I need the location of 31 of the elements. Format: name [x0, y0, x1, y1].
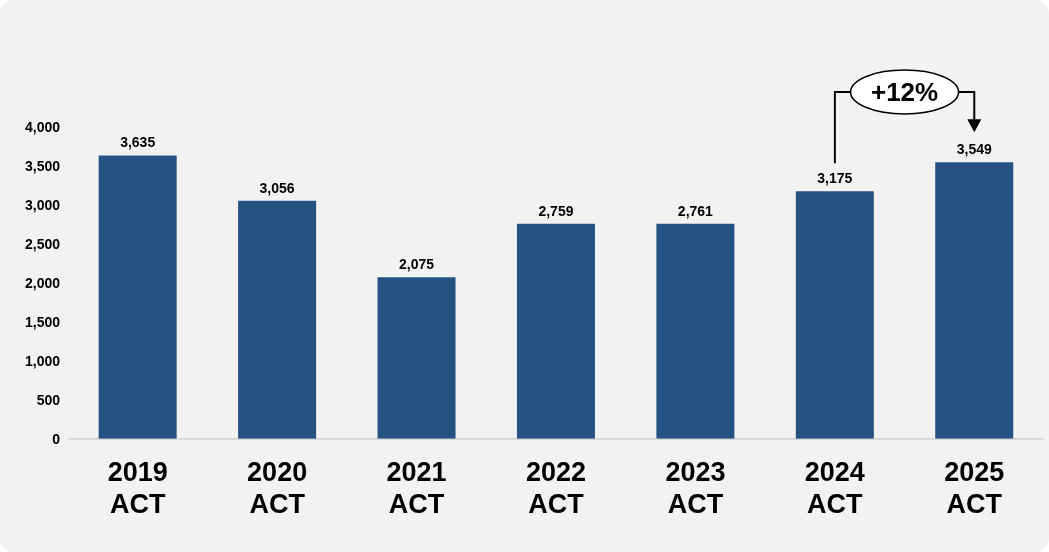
x-tick-label: 2022 ACT — [525, 457, 587, 519]
y-tick-label: 3,500 — [24, 157, 61, 174]
y-tick-label: 4,000 — [24, 118, 61, 135]
data-label: 2,761 — [677, 202, 714, 219]
bar — [795, 191, 874, 439]
x-tick-label: 2019 ACT — [107, 457, 168, 519]
y-tick-label: 0 — [52, 430, 61, 447]
bar — [516, 223, 595, 439]
bar — [935, 162, 1014, 439]
data-label: 3,056 — [259, 179, 295, 196]
y-tick-label: 2,000 — [24, 274, 61, 291]
bar — [656, 223, 735, 439]
bar — [98, 155, 177, 439]
x-tick-label: 2024 ACT — [804, 457, 865, 519]
x-tick-label: 2025 ACT — [944, 457, 1005, 519]
y-tick-label: 2,500 — [24, 235, 61, 252]
data-label: 3,635 — [120, 134, 156, 151]
x-tick-label: 2020 ACT — [247, 457, 308, 519]
text: +12% — [870, 77, 939, 107]
bar — [377, 277, 456, 439]
data-label: 3,549 — [956, 141, 992, 158]
data-label: 2,075 — [399, 256, 435, 273]
y-tick-label: 1,500 — [24, 313, 61, 330]
bar — [238, 200, 317, 439]
x-tick-label: 2023 ACT — [665, 457, 726, 519]
data-label: 2,759 — [538, 202, 574, 219]
y-tick-label: 3,000 — [24, 196, 61, 213]
x-tick-label: 2021 ACT — [386, 457, 447, 519]
y-tick-label: 1,000 — [24, 352, 61, 369]
y-tick-label: 500 — [36, 391, 61, 408]
data-label: 3,175 — [817, 170, 853, 187]
